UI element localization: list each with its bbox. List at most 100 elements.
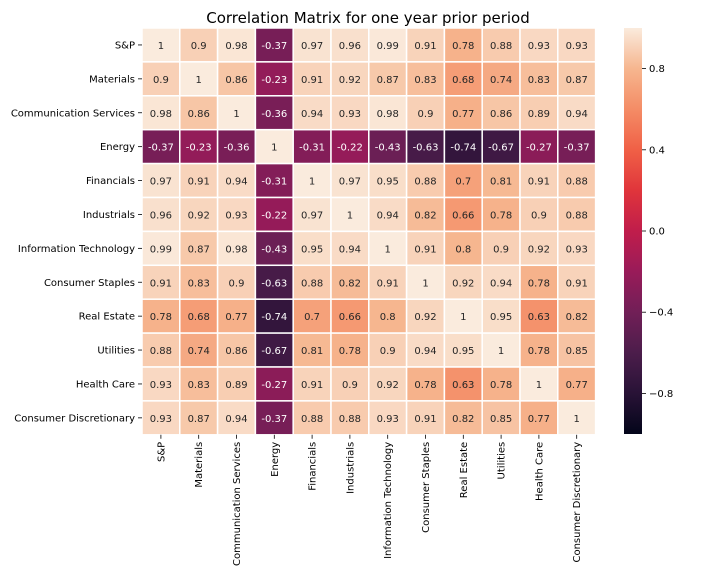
heatmap-cell-label: -0.43 (261, 244, 287, 255)
heatmap-cell-label: 1 (385, 244, 391, 255)
heatmap-cell-label: 0.94 (301, 109, 323, 120)
colorbar-tick-label: 0.0 (649, 227, 665, 238)
heatmap-cell-label: 1 (196, 75, 202, 86)
heatmap-cell-label: 0.91 (414, 41, 436, 52)
heatmap-cell (405, 61, 446, 97)
heatmap-cell-label: 0.95 (301, 244, 323, 255)
heatmap-cell-label: -0.37 (261, 414, 287, 425)
heatmap-cell (443, 128, 483, 165)
heatmap-cell-label: 0.86 (188, 109, 210, 120)
heatmap-cell-label: 0.87 (188, 244, 210, 255)
heatmap-cell (557, 61, 597, 97)
heatmap-cell-label: 0.7 (455, 177, 471, 188)
heatmap-cell-label: 0.94 (490, 278, 512, 289)
heatmap-cell-label: -0.22 (261, 210, 287, 221)
heatmap-cell (443, 61, 483, 97)
heatmap-cell-label: 0.93 (225, 210, 247, 221)
heatmap-cell-label: 0.91 (377, 278, 399, 289)
x-axis-labels: S&P Materials Communication Services Energy… (156, 434, 583, 566)
heatmap-cell-label: 0.77 (452, 109, 474, 120)
heatmap-cell (368, 162, 408, 199)
heatmap-cell-label: -0.37 (148, 143, 174, 154)
heatmap-cell-label: 0.87 (377, 75, 399, 86)
heatmap-cell-label: 0.91 (566, 278, 588, 289)
heatmap-cell-label: 0.78 (528, 278, 550, 289)
heatmap-cell-label: -0.37 (564, 143, 590, 154)
heatmap-cell-label: -0.22 (337, 143, 363, 154)
heatmap-cell-label: 0.83 (528, 75, 550, 86)
heatmap-cell (481, 230, 521, 267)
heatmap-cell (405, 298, 446, 334)
heatmap-cell (557, 128, 597, 165)
heatmap-cell-label: 0.66 (452, 210, 474, 221)
heatmap-cell-label: 0.86 (225, 346, 247, 357)
heatmap-cell-label: 1 (460, 312, 466, 323)
heatmap-cell-label: 0.87 (566, 75, 588, 86)
heatmap-cell-label: 0.78 (490, 210, 512, 221)
heatmap-cell (292, 61, 332, 97)
x-label-utilities: Utilities (497, 442, 508, 480)
heatmap-cell-label: 0.77 (528, 414, 550, 425)
colorbar: −0.8 −0.4 0.0 0.4 0.8 (624, 28, 673, 434)
heatmap-cell-label: 0.82 (452, 414, 474, 425)
heatmap-cell (141, 230, 181, 267)
x-label-consumer-discretionary: Consumer Discretionary (572, 442, 583, 563)
heatmap-cell-label: 0.81 (490, 177, 512, 188)
heatmap-cell-label: 0.88 (301, 278, 323, 289)
y-label-communication-services: Communication Services (11, 108, 135, 119)
heatmap-cell-label: 0.9 (380, 346, 396, 357)
heatmap-cell-label: 0.78 (490, 380, 512, 391)
x-label-energy: Energy (270, 442, 281, 477)
heatmap-cell-label: 0.94 (225, 177, 247, 188)
heatmap-cell-label: 0.95 (452, 346, 474, 357)
heatmap-cell-label: 0.98 (225, 41, 247, 52)
heatmap-cell-label: 0.96 (339, 41, 361, 52)
heatmap-cell-label: 0.89 (528, 109, 550, 120)
heatmap-cell (368, 332, 408, 368)
colorbar-tick-label: −0.8 (649, 389, 673, 400)
heatmap-cell-labels: 1 0.9 0.98 -0.37 0.97 0.96 0.99 0.91 0.78 0.88 0.9… (148, 41, 590, 425)
heatmap-cell-label: 0.9 (342, 380, 358, 391)
heatmap-cell-label: 0.92 (452, 278, 474, 289)
heatmap-cell (557, 27, 597, 63)
heatmap-cell-label: 0.99 (377, 41, 399, 52)
y-label-health-care: Health Care (76, 379, 135, 390)
heatmap-cell (330, 27, 370, 63)
heatmap-cell-label: 0.74 (188, 346, 210, 357)
heatmap-cell (368, 264, 408, 300)
heatmap-cell-label: 0.91 (528, 177, 550, 188)
heatmap-cell-label: 1 (422, 278, 428, 289)
heatmap-cell-label: 0.92 (339, 75, 361, 86)
heatmap-cell-label: 0.98 (377, 109, 399, 120)
heatmap-cell-label: 0.97 (301, 210, 323, 221)
y-label-information-technology: Information Technology (18, 244, 135, 255)
heatmap-cell (330, 230, 370, 267)
heatmap-cell (292, 264, 332, 300)
heatmap-cell-label: -0.43 (375, 143, 401, 154)
heatmap-cell (254, 196, 294, 233)
heatmap-cell (330, 196, 370, 233)
colorbar-gradient (624, 28, 642, 434)
heatmap-cell (519, 162, 559, 199)
heatmap-cell-label: 1 (158, 41, 164, 52)
heatmap-cell (557, 264, 597, 300)
heatmap-cell-label: 0.85 (566, 346, 588, 357)
heatmap-cell-label: 0.83 (188, 380, 210, 391)
y-label-materials: Materials (89, 74, 135, 85)
heatmap-cell-label: -0.23 (186, 143, 212, 154)
heatmap-cell-label: 0.95 (377, 177, 399, 188)
heatmap-cell (216, 95, 257, 131)
colorbar-tick-label: 0.8 (649, 64, 665, 75)
heatmap-cell-label: 0.82 (339, 278, 361, 289)
heatmap-cell (330, 366, 370, 402)
heatmap-cell-label: -0.36 (261, 109, 287, 120)
heatmap-cell-label: 0.94 (377, 210, 399, 221)
heatmap-cell (368, 61, 408, 97)
heatmap-cell-label: 1 (233, 109, 239, 120)
heatmap-cell-label: 0.88 (566, 210, 588, 221)
heatmap-cell-label: 1 (271, 143, 277, 154)
heatmap-cell-label: 0.98 (225, 244, 247, 255)
heatmap-cell-label: -0.74 (450, 143, 476, 154)
